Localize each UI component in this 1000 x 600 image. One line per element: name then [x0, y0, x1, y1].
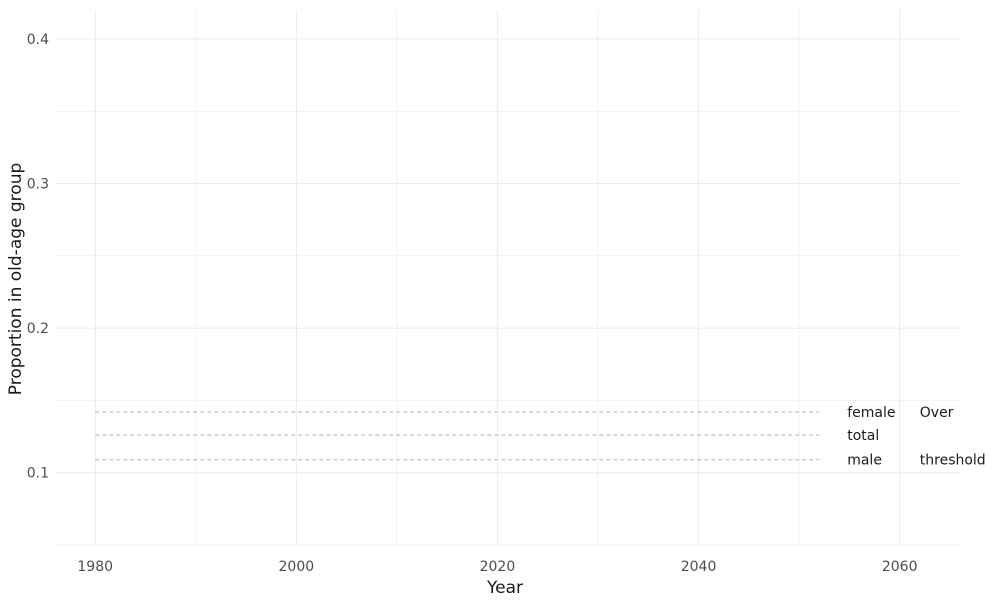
x-tick-label: 2020 — [480, 559, 516, 575]
y-tick-label: 0.3 — [27, 177, 49, 193]
x-tick-label: 2040 — [681, 559, 717, 575]
reference-label-male: male — [847, 453, 882, 469]
y-axis-title: Proportion in old-age group — [6, 163, 26, 396]
y-tick-label: 0.4 — [27, 32, 49, 48]
x-tick-label: 2000 — [279, 559, 315, 575]
y-tick-label: 0.2 — [27, 321, 49, 337]
reference-line-labels: female total male Over threshold — [847, 405, 985, 469]
x-tick-label: 1980 — [77, 559, 113, 575]
grid — [55, 10, 960, 546]
x-tick-label: 2060 — [882, 559, 918, 575]
reference-lines — [95, 411, 820, 461]
tick-labels: 1980 2000 2020 2040 2060 0.1 0.2 0.3 0.4 — [27, 32, 918, 575]
reference-label-total: total — [847, 428, 879, 444]
annotation-label: Over — [920, 405, 954, 421]
annotation-label: threshold — [920, 453, 986, 469]
y-tick-label: 0.1 — [27, 466, 49, 482]
x-axis-title: Year — [486, 578, 523, 598]
reference-label-female: female — [847, 405, 895, 421]
